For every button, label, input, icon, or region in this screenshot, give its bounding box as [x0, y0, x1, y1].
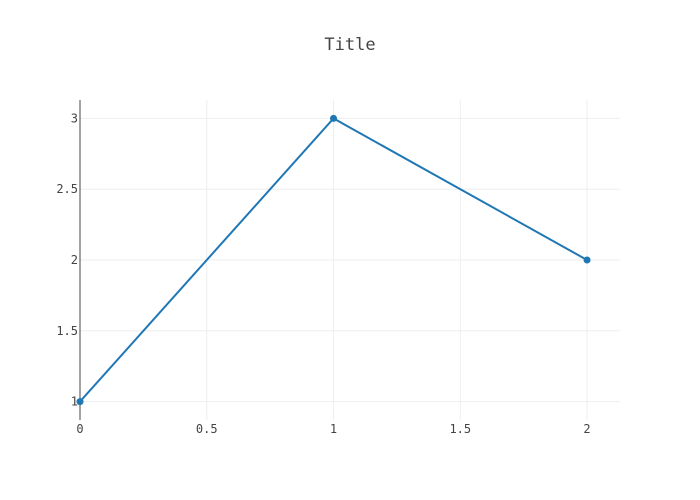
data-point[interactable] — [76, 398, 84, 406]
grid — [80, 100, 620, 420]
y-tick-label: 3 — [71, 111, 78, 125]
x-tick-label: 0 — [76, 422, 83, 436]
y-tick-label: 2 — [71, 253, 78, 267]
y-tick-label: 1 — [71, 395, 78, 409]
tick-labels: 0 0.5 1 1.5 2 1 1.5 2 2.5 3 — [56, 111, 590, 436]
x-tick-label: 1 — [330, 422, 337, 436]
x-tick-label: 0.5 — [196, 422, 218, 436]
data-point[interactable] — [330, 114, 338, 122]
y-tick-label: 1.5 — [56, 324, 78, 338]
y-tick-label: 2.5 — [56, 182, 78, 196]
series — [76, 114, 591, 406]
x-tick-label: 2 — [583, 422, 590, 436]
chart-title: Title — [324, 35, 375, 55]
data-point[interactable] — [583, 256, 591, 264]
x-tick-label: 1.5 — [449, 422, 471, 436]
